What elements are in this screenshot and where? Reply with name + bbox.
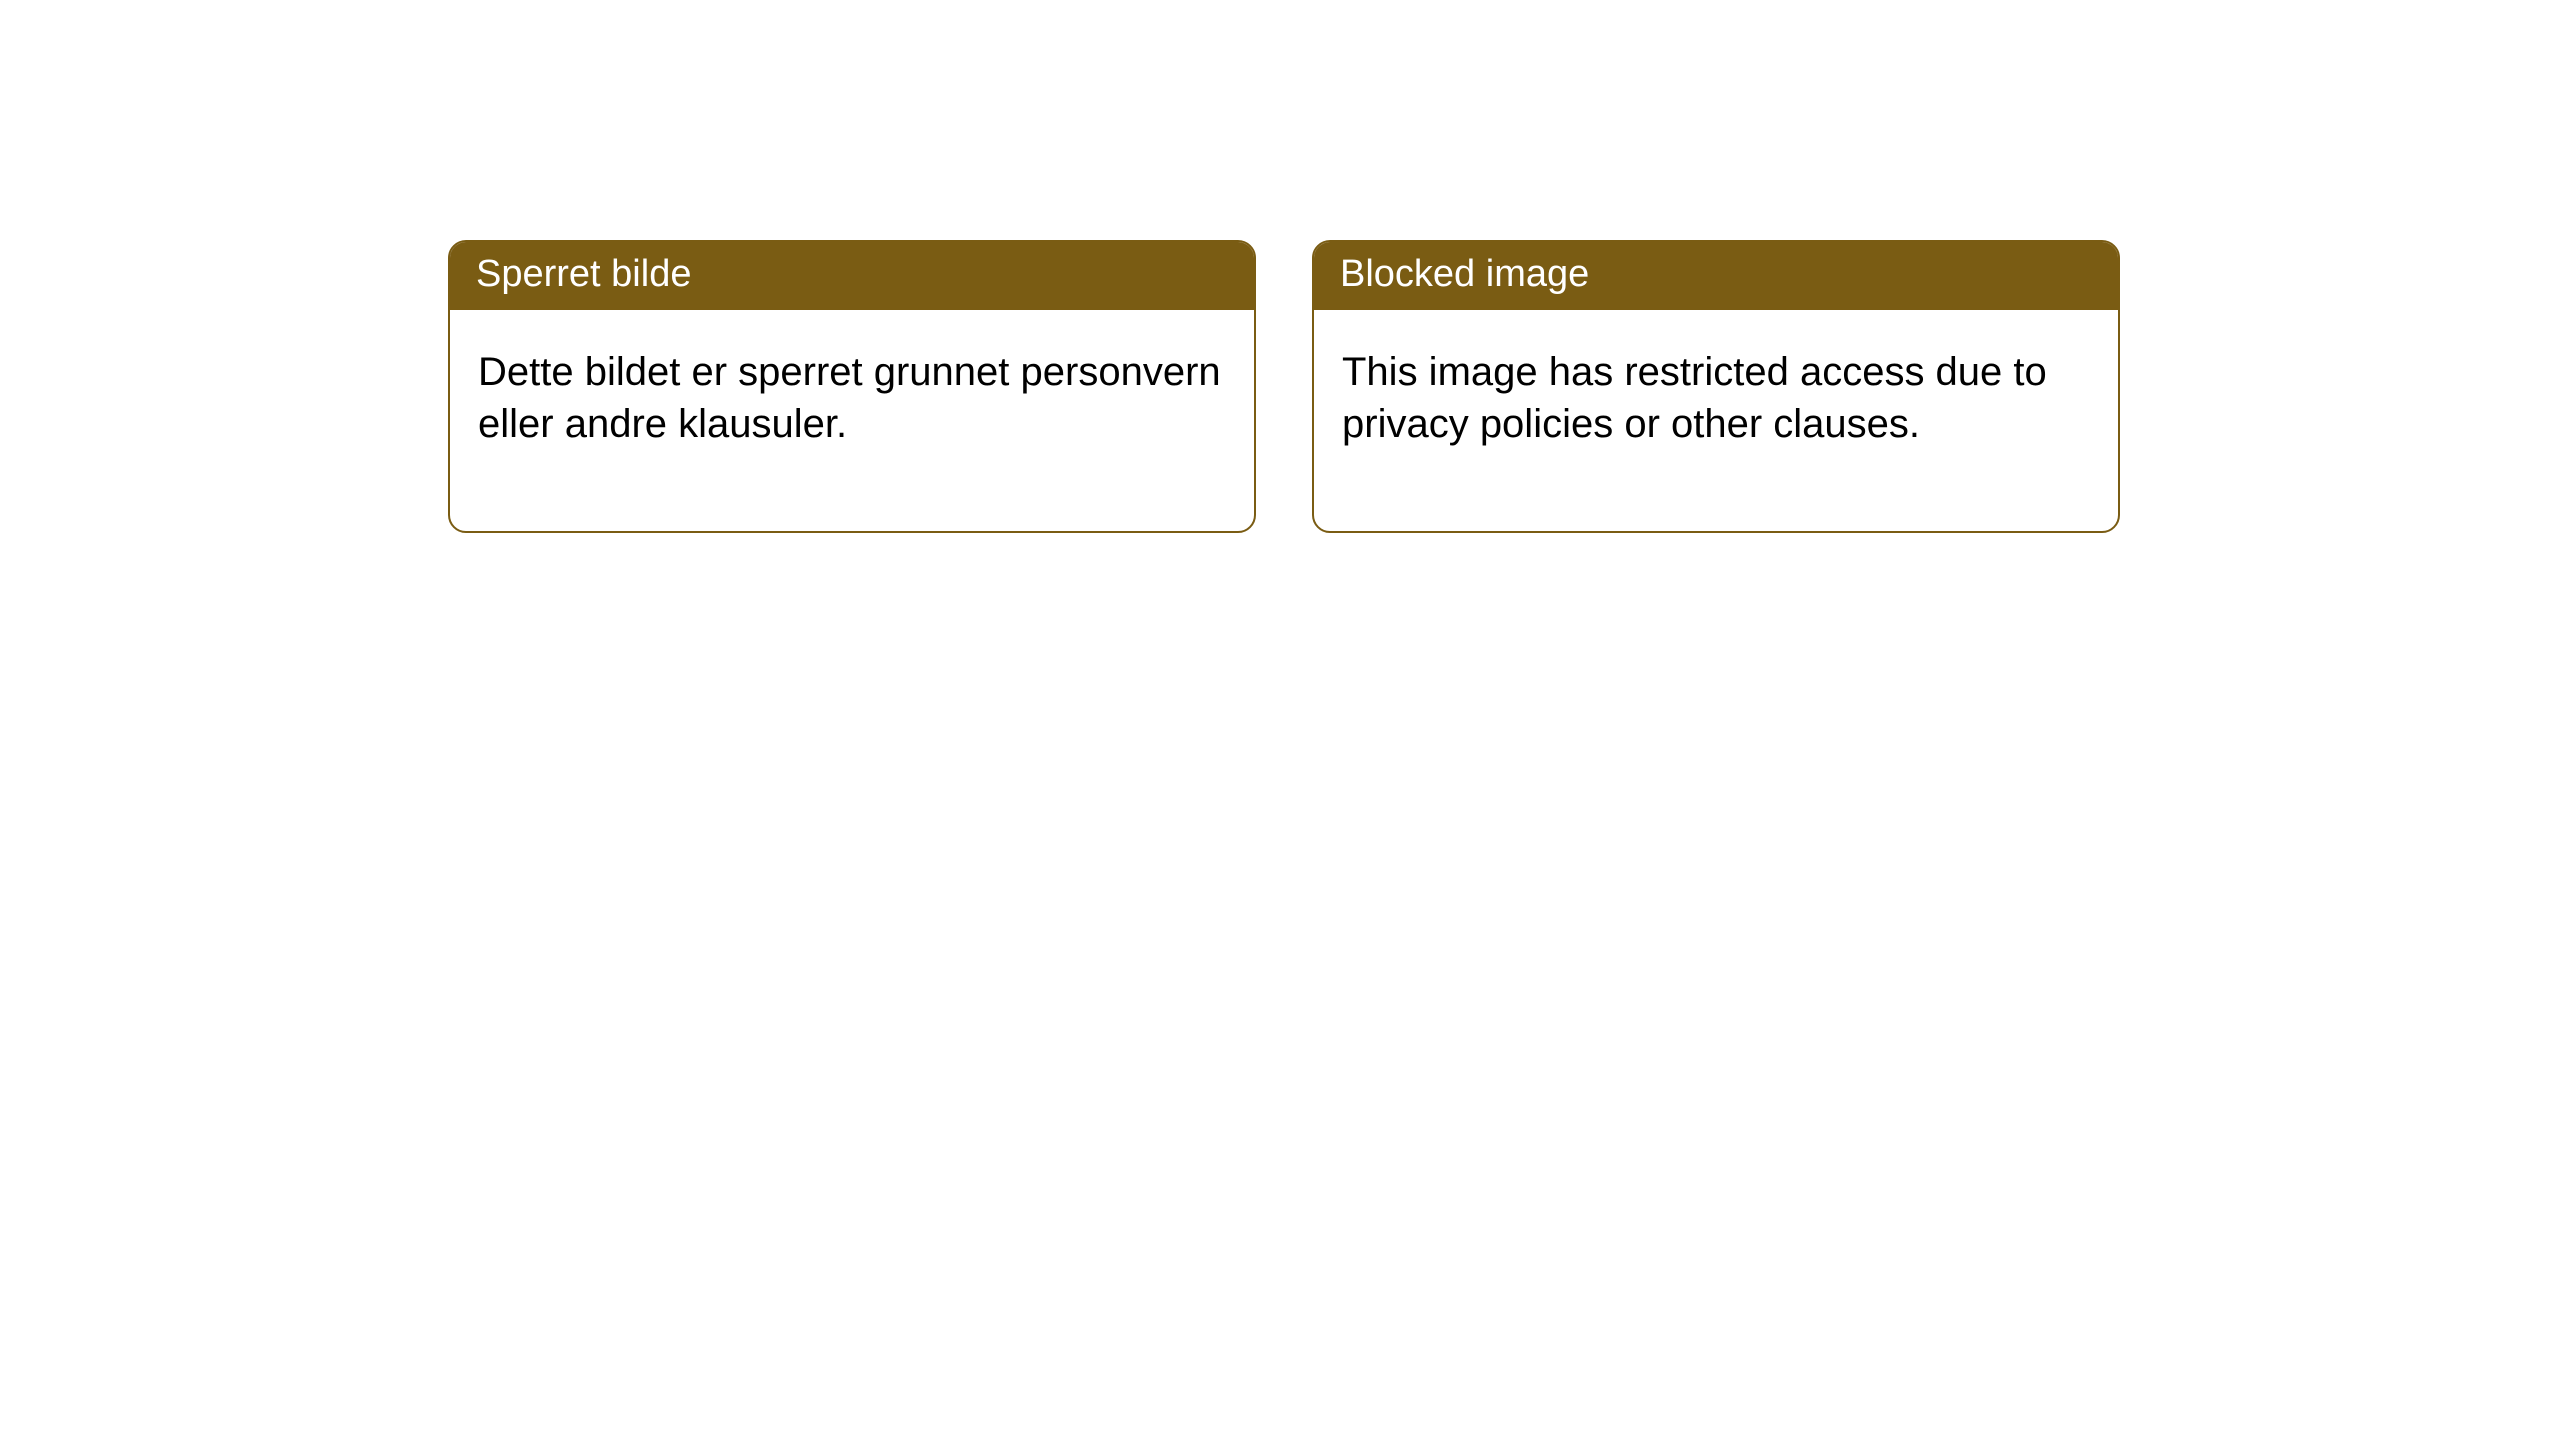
notice-body: This image has restricted access due to …: [1314, 310, 2118, 532]
notice-container: Sperret bilde Dette bildet er sperret gr…: [0, 0, 2560, 533]
notice-box-english: Blocked image This image has restricted …: [1312, 240, 2120, 533]
notice-header: Sperret bilde: [450, 242, 1254, 310]
notice-box-norwegian: Sperret bilde Dette bildet er sperret gr…: [448, 240, 1256, 533]
notice-header: Blocked image: [1314, 242, 2118, 310]
notice-body: Dette bildet er sperret grunnet personve…: [450, 310, 1254, 532]
